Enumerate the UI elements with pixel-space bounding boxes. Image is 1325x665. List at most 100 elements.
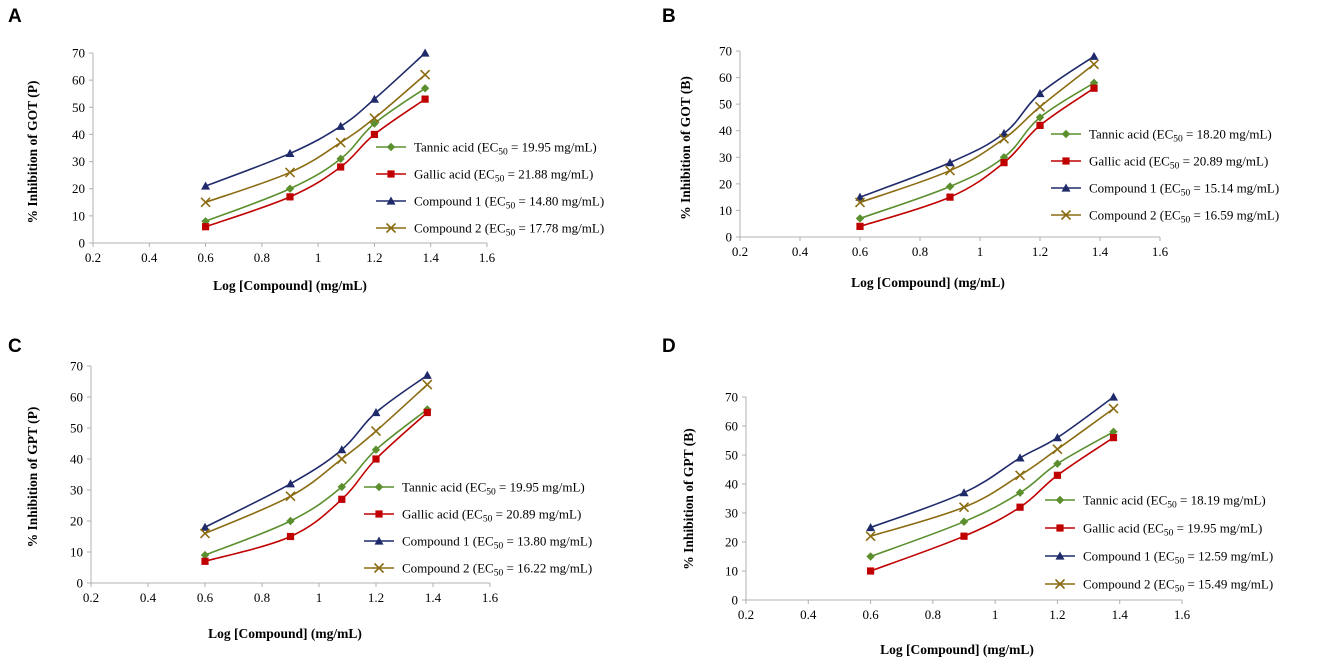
data-point (1090, 84, 1098, 92)
y-tick-label: 50 (725, 448, 738, 463)
series-gallic-acid (201, 408, 431, 565)
data-point (422, 370, 432, 379)
data-point (1052, 433, 1062, 442)
panel-letter: A (8, 6, 22, 27)
data-point (199, 528, 211, 539)
data-point (960, 532, 968, 540)
data-point (200, 550, 210, 560)
series-line (205, 74, 426, 204)
data-point (285, 491, 296, 502)
y-tick-label: 10 (719, 203, 732, 218)
data-point (370, 130, 379, 139)
data-point (1000, 159, 1008, 167)
legend-entry: Compound 1 (EC50 = 14.80 mg/mL) (414, 194, 604, 212)
y-tick-label: 70 (719, 44, 732, 59)
data-point (1015, 453, 1025, 462)
x-tick-label: 1.2 (1032, 244, 1048, 259)
data-point (370, 119, 379, 128)
series-compound-2 (200, 69, 431, 208)
data-point (1089, 51, 1099, 60)
legend-entry: Compound 2 (EC50 = 17.78 mg/mL) (414, 221, 604, 239)
legend-marker (1060, 209, 1072, 221)
x-tick-label: 0.4 (792, 244, 809, 259)
x-tick-label: 1.2 (366, 250, 382, 265)
x-tick-label: 1.6 (482, 590, 499, 605)
y-tick-label: 0 (732, 593, 739, 608)
legend-entry: Compound 2 (EC50 = 16.22 mg/mL) (402, 561, 592, 579)
series-gallic-acid (856, 84, 1098, 230)
y-tick-label: 50 (719, 97, 732, 112)
data-point (286, 193, 294, 201)
data-point (337, 163, 345, 171)
data-point (286, 516, 295, 526)
panel-letter: C (8, 336, 22, 357)
y-tick-label: 50 (70, 421, 83, 436)
y-tick-label: 70 (70, 359, 83, 374)
data-point (1035, 89, 1045, 98)
legend-entry: Compound 1 (EC50 = 12.59 mg/mL) (1083, 549, 1273, 567)
x-tick-label: 1.6 (1152, 244, 1169, 259)
data-point (285, 148, 295, 158)
y-tick-label: 0 (79, 236, 86, 251)
legend-entry: Gallic acid (EC50 = 19.95 mg/mL) (1083, 521, 1262, 539)
data-point (336, 121, 346, 130)
data-point (866, 552, 875, 561)
data-point (865, 531, 876, 542)
x-tick-label: 1.2 (368, 590, 384, 605)
data-point (371, 408, 381, 417)
legend-entry: Tannic acid (EC50 = 18.20 mg/mL) (1089, 127, 1272, 145)
data-point (944, 165, 956, 176)
y-tick-label: 10 (70, 545, 83, 560)
y-tick-label: 0 (77, 576, 84, 591)
x-tick-label: 1.4 (1112, 607, 1129, 622)
series-line (205, 52, 426, 187)
series-line (204, 374, 428, 528)
legend-marker (373, 562, 385, 574)
x-tick-label: 0.4 (140, 590, 157, 605)
y-tick-label: 20 (70, 514, 83, 529)
series-compound-1 (866, 392, 1118, 532)
data-point (420, 48, 430, 57)
y-tick-label: 10 (72, 208, 85, 223)
series-line (870, 407, 1114, 537)
x-tick-label: 0.8 (912, 244, 928, 259)
data-point (370, 426, 382, 437)
legend-marker (1061, 183, 1071, 192)
legend: Tannic acid (EC50 = 18.19 mg/mL) Gallic a… (1045, 493, 1273, 595)
legend-marker (1056, 524, 1064, 532)
series-compound-1 (200, 370, 432, 531)
data-point (854, 197, 866, 208)
data-point (959, 488, 969, 497)
data-point (201, 181, 211, 190)
data-point (421, 95, 429, 103)
x-tick-label: 0.4 (141, 250, 158, 265)
data-point (855, 214, 865, 223)
legend-entry: Compound 1 (EC50 = 15.14 mg/mL) (1089, 181, 1279, 199)
data-point (866, 567, 875, 575)
data-point (866, 523, 876, 532)
y-axis-title: % Inhibition of GOT (P) (25, 80, 40, 223)
series-compound-2 (854, 59, 1100, 208)
data-point (1089, 78, 1099, 88)
x-tick-label: 1.4 (425, 590, 442, 605)
x-tick-label: 1 (977, 244, 984, 259)
data-point (856, 222, 864, 230)
data-point (998, 133, 1010, 144)
y-tick-label: 40 (70, 452, 83, 467)
data-point (1036, 121, 1044, 129)
chart-panel-a: A 0 10 20 30 40 50 60 70 0.2 0.4 0.6 0.8 1 1.2 1.4 1.6 Lo… (8, 6, 604, 293)
x-axis-title: Log [Compound] (mg/mL) (880, 642, 1034, 657)
x-tick-label: 0.8 (254, 250, 270, 265)
x-tick-label: 1.4 (1092, 244, 1109, 259)
data-point (372, 455, 380, 463)
series-tannic-acid (855, 78, 1099, 223)
data-point (284, 167, 296, 178)
panel-letter: D (662, 336, 676, 357)
data-point (1053, 471, 1062, 479)
x-tick-label: 1 (315, 250, 322, 265)
legend-entry: Compound 2 (EC50 = 16.59 mg/mL) (1089, 208, 1279, 226)
data-point (369, 113, 380, 124)
x-tick-label: 0.6 (852, 244, 869, 259)
x-tick-label: 1 (992, 607, 999, 622)
